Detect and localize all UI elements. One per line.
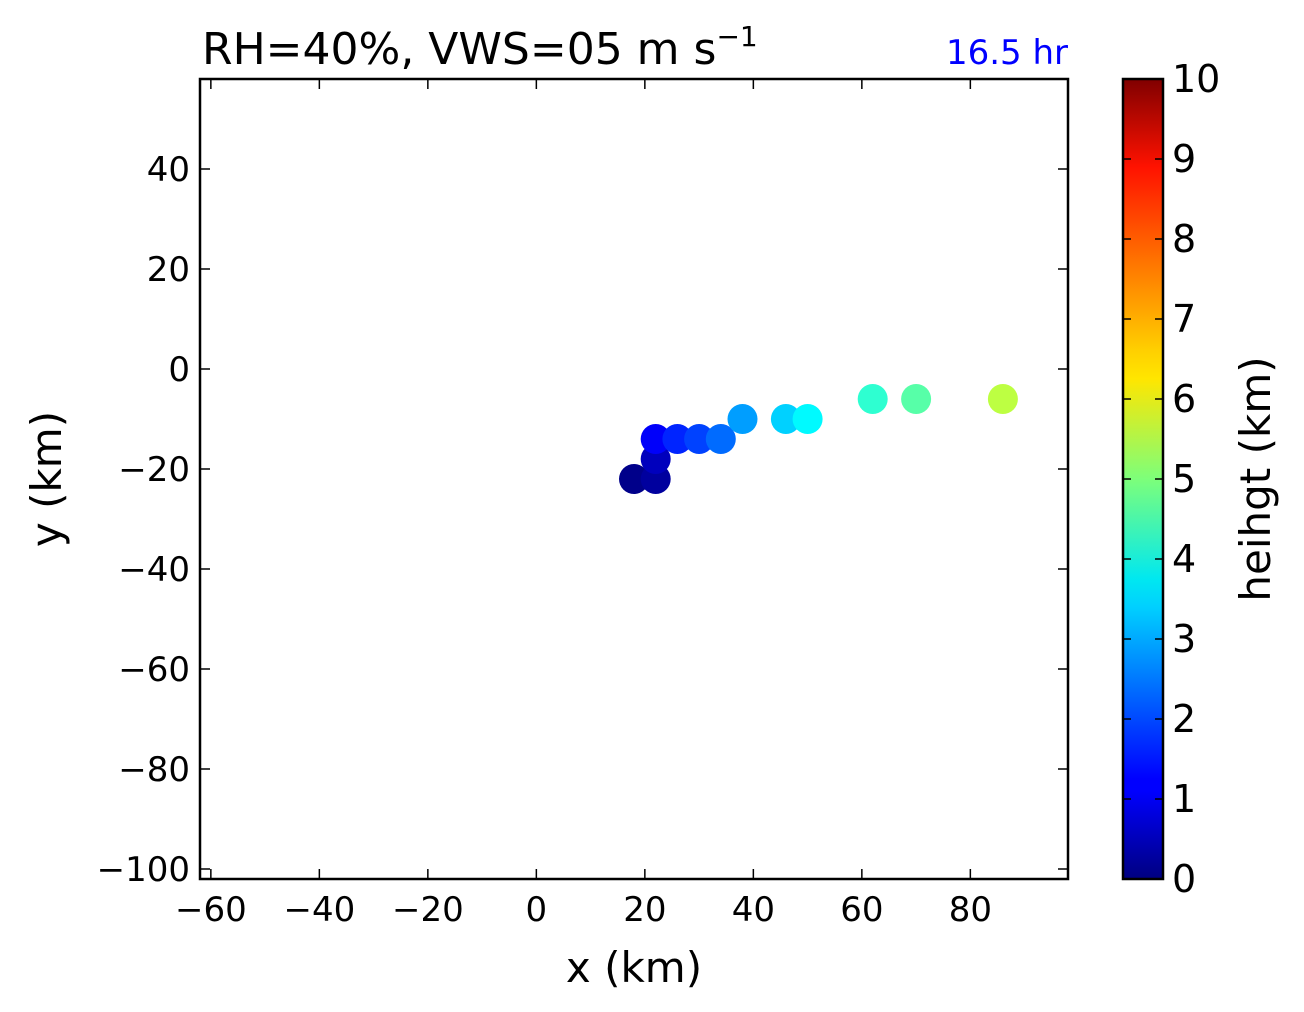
colorbar-label: heihgt (km): [1231, 356, 1280, 601]
y-tick-label: −60: [118, 650, 190, 690]
data-point: [640, 424, 671, 454]
x-tick-label: −60: [175, 890, 247, 930]
y-tick-label: 40: [147, 150, 190, 190]
colorbar-tick-labels: 0 1 2 3 4 5 6 7 8 9 10: [1172, 57, 1220, 901]
y-tick-label: −20: [118, 450, 190, 490]
data-point: [901, 384, 932, 414]
x-tick-label: −20: [392, 890, 464, 930]
y-tick-labels: −100 −80 −60 −40 −20 0 20 40: [97, 150, 190, 890]
y-tick-label: −80: [118, 750, 190, 790]
x-tick-label: 40: [732, 890, 775, 930]
data-point: [684, 424, 715, 454]
x-tick-label: 60: [840, 890, 883, 930]
colorbar-tick-label: 7: [1172, 297, 1196, 341]
x-tick-label: −40: [283, 890, 355, 930]
chart-title-main: RH=40%, VWS=05 m s: [202, 24, 716, 75]
colorbar-tick-label: 3: [1172, 617, 1196, 661]
data-point: [619, 464, 649, 494]
y-tick-label: −40: [118, 550, 190, 590]
x-tick-label: 20: [623, 890, 666, 930]
data-point: [770, 404, 801, 434]
data-point: [727, 404, 758, 434]
chart-title-superscript: −1: [716, 20, 757, 53]
colorbar-tick-label: 9: [1172, 137, 1196, 181]
x-tick-label: 0: [526, 890, 548, 930]
data-points: [619, 384, 1018, 494]
y-tick-label: 0: [168, 350, 190, 390]
data-point: [662, 424, 693, 454]
data-point: [705, 424, 736, 454]
data-point: [792, 404, 823, 434]
y-tick-label: −100: [97, 850, 190, 890]
colorbar-tick-label: 8: [1172, 217, 1196, 261]
colorbar-tick-label: 0: [1172, 857, 1196, 901]
chart-title: RH=40%, VWS=05 m s−1: [202, 20, 758, 75]
y-axis-label: y (km): [22, 411, 71, 547]
y-tick-label: 20: [147, 250, 190, 290]
colorbar-tick-label: 10: [1172, 57, 1220, 101]
colorbar-tick-label: 6: [1172, 377, 1196, 421]
x-tick-labels: −60 −40 −20 0 20 40 60 80: [175, 890, 992, 930]
x-tick-label: 80: [949, 890, 992, 930]
time-annotation: 16.5 hr: [946, 33, 1068, 73]
colorbar-tick-label: 5: [1172, 457, 1196, 501]
data-point: [857, 384, 888, 414]
colorbar-tick-label: 1: [1172, 777, 1196, 821]
colorbar-tick-label: 2: [1172, 697, 1196, 741]
axis-ticks: [200, 79, 1068, 879]
colorbar-ticks: [1123, 78, 1163, 880]
x-axis-label: x (km): [566, 943, 702, 992]
data-point: [987, 384, 1018, 414]
colorbar-tick-label: 4: [1172, 537, 1196, 581]
